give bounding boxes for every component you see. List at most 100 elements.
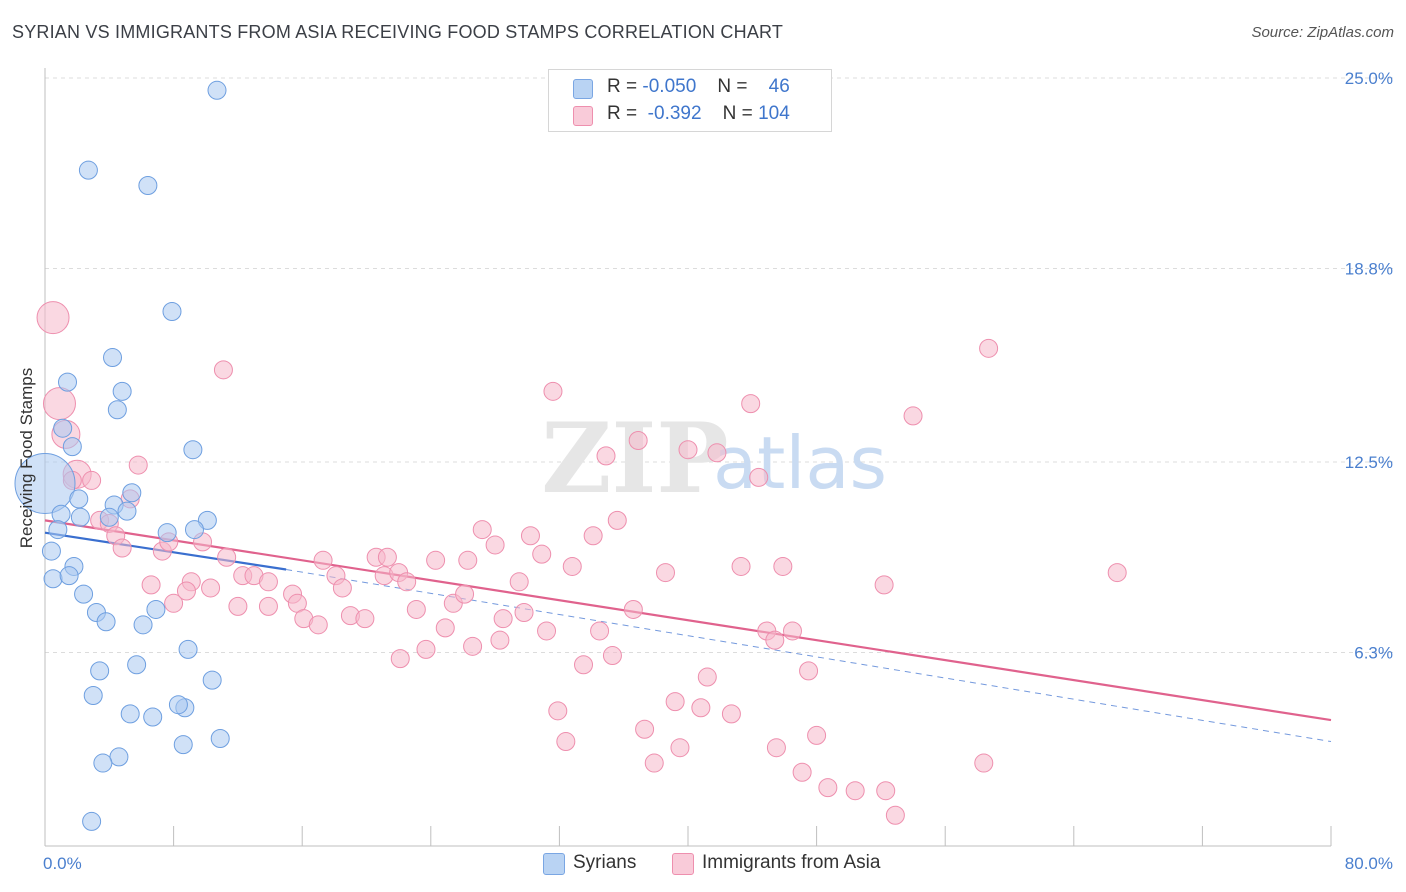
data-point-asia bbox=[628, 430, 648, 450]
data-point-syrians bbox=[120, 704, 140, 724]
data-point-asia bbox=[258, 572, 278, 592]
data-point-asia bbox=[885, 805, 905, 825]
data-point-syrians bbox=[162, 301, 182, 321]
data-point-syrians bbox=[93, 753, 113, 773]
data-point-asia bbox=[537, 621, 557, 641]
data-point-syrians bbox=[112, 381, 132, 401]
data-point-asia bbox=[217, 547, 237, 567]
data-point-asia bbox=[82, 470, 102, 490]
data-point-asia bbox=[583, 526, 603, 546]
correlation-legend: R = -0.050 N = 46 R = -0.392 N = 104 bbox=[548, 69, 832, 132]
data-point-asia bbox=[313, 550, 333, 570]
data-point-asia bbox=[773, 556, 793, 576]
data-point-syrians bbox=[48, 520, 68, 540]
data-point-asia bbox=[485, 535, 505, 555]
data-point-asia bbox=[36, 301, 70, 335]
data-point-asia bbox=[665, 692, 685, 712]
data-point-asia bbox=[406, 599, 426, 619]
data-point-asia bbox=[876, 781, 896, 801]
data-point-asia bbox=[548, 701, 568, 721]
data-point-asia bbox=[562, 556, 582, 576]
x-tick-label: 80.0% bbox=[1345, 854, 1393, 873]
data-point-asia bbox=[644, 753, 664, 773]
data-point-asia bbox=[228, 596, 248, 616]
data-point-asia bbox=[799, 661, 819, 681]
data-point-asia bbox=[721, 704, 741, 724]
data-point-syrians bbox=[127, 655, 147, 675]
data-point-asia bbox=[458, 550, 478, 570]
legend-n-label: N = bbox=[717, 76, 748, 97]
data-point-asia bbox=[463, 636, 483, 656]
data-point-asia bbox=[731, 556, 751, 576]
y-tick-labels: 6.3% 12.5% 18.8% 25.0% bbox=[1345, 69, 1393, 662]
watermark-zip: ZIP bbox=[541, 402, 728, 515]
data-point-asia bbox=[490, 630, 510, 650]
legend-r-label: R = bbox=[607, 76, 638, 97]
data-point-syrians bbox=[143, 707, 163, 727]
data-point-syrians bbox=[58, 372, 78, 392]
data-point-syrians bbox=[197, 510, 217, 530]
data-point-syrians bbox=[90, 661, 110, 681]
data-point-asia bbox=[308, 615, 328, 635]
data-point-asia bbox=[707, 443, 727, 463]
trend-line-syrians-extension bbox=[286, 569, 1332, 743]
y-tick-label: 12.5% bbox=[1345, 453, 1393, 472]
legend-n-label: N = bbox=[722, 103, 753, 124]
data-point-asia bbox=[164, 593, 184, 613]
watermark: ZIP atlas bbox=[541, 402, 887, 515]
data-point-syrians bbox=[157, 523, 177, 543]
data-point-asia bbox=[377, 547, 397, 567]
data-point-syrians bbox=[78, 160, 98, 180]
data-point-asia bbox=[543, 381, 563, 401]
data-point-asia bbox=[678, 440, 698, 460]
legend-r-value: -0.392 bbox=[647, 103, 702, 124]
data-point-asia bbox=[697, 667, 717, 687]
data-point-asia bbox=[1107, 563, 1127, 583]
data-point-asia bbox=[514, 603, 534, 623]
data-point-asia bbox=[532, 544, 552, 564]
gridlines bbox=[45, 77, 1394, 653]
data-point-syrians bbox=[107, 400, 127, 420]
data-point-asia bbox=[176, 581, 196, 601]
data-point-syrians bbox=[103, 348, 123, 368]
data-point-syrians bbox=[210, 728, 230, 748]
legend-n-value: 46 bbox=[768, 76, 790, 97]
data-point-syrians bbox=[74, 584, 94, 604]
data-point-syrians bbox=[41, 541, 61, 561]
data-point-syrians bbox=[122, 483, 142, 503]
data-point-syrians bbox=[146, 599, 166, 619]
data-point-syrians bbox=[14, 453, 76, 515]
data-point-asia bbox=[42, 387, 76, 421]
data-point-asia bbox=[691, 698, 711, 718]
trend-line-asia bbox=[44, 519, 1332, 722]
data-point-syrians bbox=[109, 747, 129, 767]
data-point-asia bbox=[520, 526, 540, 546]
data-point-syrians bbox=[96, 612, 116, 632]
data-point-asia bbox=[556, 732, 576, 752]
data-point-asia bbox=[435, 618, 455, 638]
data-point-asia bbox=[416, 639, 436, 659]
points-syrians bbox=[14, 80, 230, 831]
data-point-asia bbox=[903, 406, 923, 426]
trend-lines bbox=[44, 519, 1332, 743]
legend-r-label: R = bbox=[607, 103, 638, 124]
data-point-syrians bbox=[207, 80, 227, 100]
data-point-asia bbox=[355, 609, 375, 629]
data-point-asia bbox=[792, 762, 812, 782]
data-point-asia bbox=[874, 575, 894, 595]
data-point-asia bbox=[590, 621, 610, 641]
y-tick-label: 6.3% bbox=[1354, 643, 1393, 662]
data-point-asia bbox=[602, 646, 622, 666]
data-point-asia bbox=[807, 725, 827, 745]
data-point-syrians bbox=[202, 670, 222, 690]
data-point-asia bbox=[623, 599, 643, 619]
data-point-asia bbox=[765, 630, 785, 650]
legend-r-value: -0.050 bbox=[642, 76, 697, 97]
data-point-syrians bbox=[69, 489, 89, 509]
data-point-syrians bbox=[59, 566, 79, 586]
bottom-legend-label-syrians: Syrians bbox=[573, 852, 637, 873]
data-point-syrians bbox=[173, 735, 193, 755]
data-point-asia bbox=[201, 578, 221, 598]
y-axis-label: Receiving Food Stamps bbox=[17, 368, 36, 548]
